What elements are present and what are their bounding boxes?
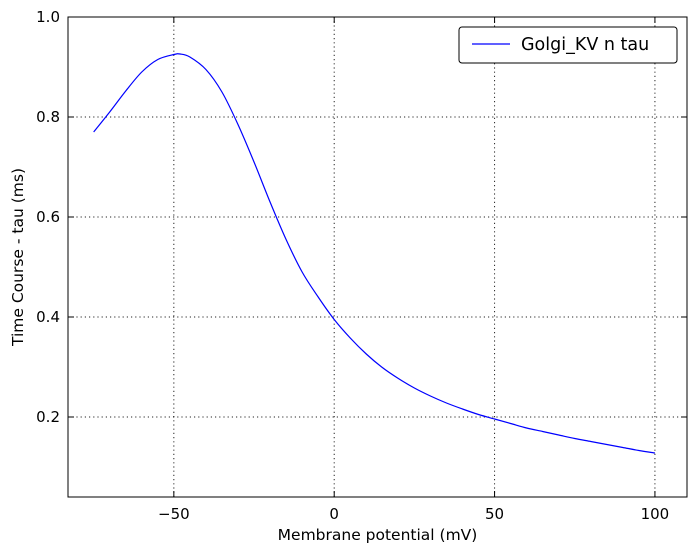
y-tick-label: 0.2 (36, 408, 60, 426)
legend-label: Golgi_KV n tau (521, 35, 649, 55)
x-axis-title: Membrane potential (mV) (278, 526, 478, 544)
y-tick-label: 0.8 (36, 108, 60, 126)
plot-background (68, 17, 687, 497)
x-tick-label: −50 (158, 505, 190, 523)
series-line (93, 53, 656, 454)
legend-box (458, 26, 678, 64)
y-axis-title: Time Course - tau (ms) (9, 168, 27, 347)
x-tick-label: 0 (329, 505, 339, 523)
x-tick-label: 50 (485, 505, 504, 523)
x-tick-labels: −50 0 50 100 (158, 505, 669, 523)
y-tick-label: 0.4 (36, 308, 60, 326)
plot-frame (67, 16, 688, 498)
y-tick-labels: 0.2 0.4 0.6 0.8 1.0 (36, 8, 60, 426)
x-tick-label: 100 (641, 505, 670, 523)
legend: Golgi_KV n tau (458, 26, 678, 64)
grid (68, 17, 687, 497)
y-tick-label: 0.6 (36, 208, 60, 226)
y-tick-label: 1.0 (36, 8, 60, 26)
series-lines (93, 53, 656, 454)
